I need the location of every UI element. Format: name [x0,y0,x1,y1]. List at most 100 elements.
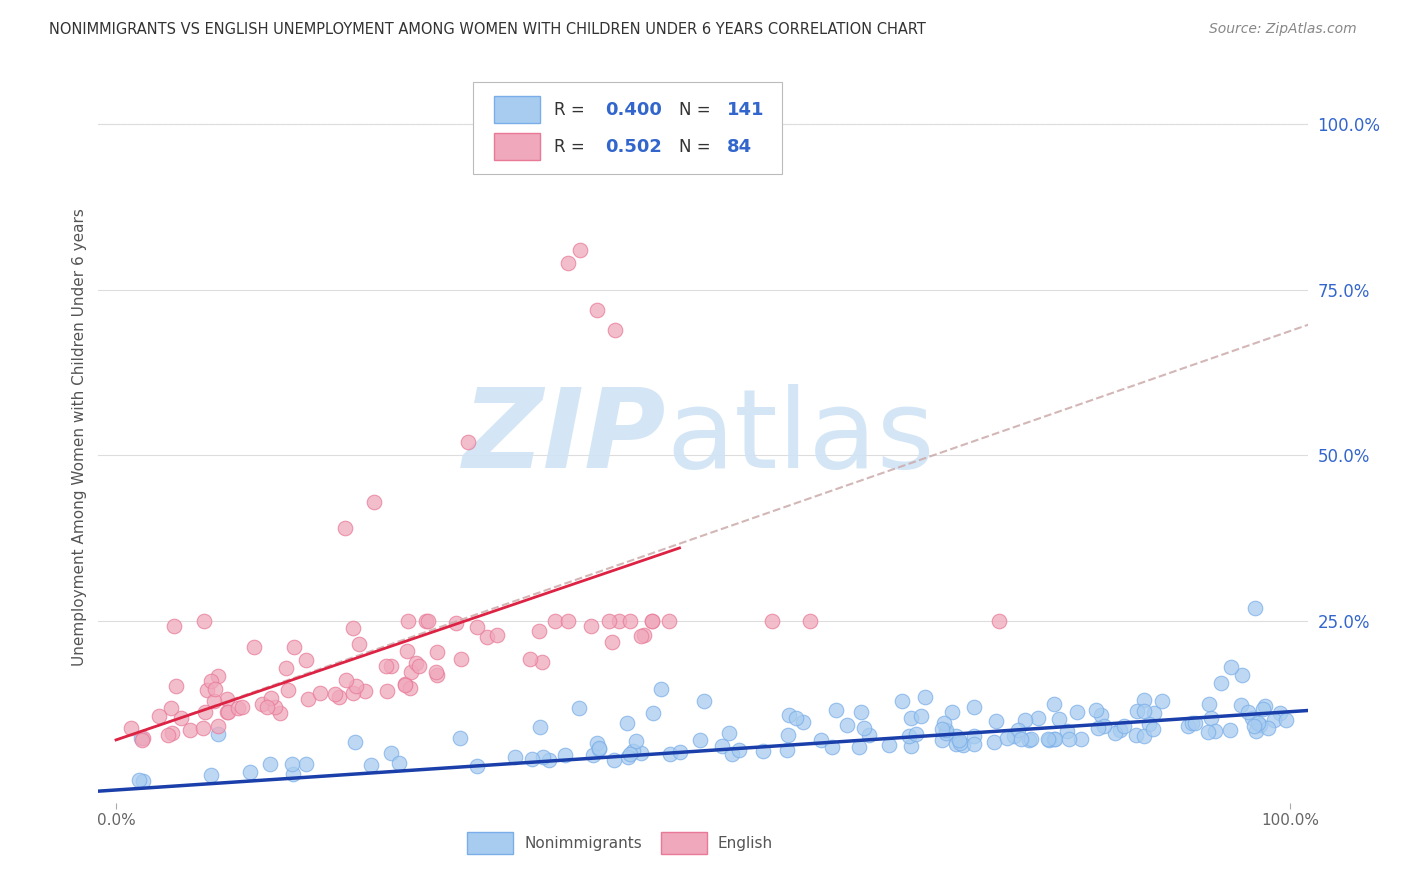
Point [399,681,422,695]
Point [630,746,652,760]
Point [1132,704,1154,718]
Point [160,701,183,715]
Point [264,700,287,714]
Point [1199,711,1222,725]
Point [1251,702,1274,716]
Point [848,740,870,755]
Point [1043,732,1066,747]
Point [1087,721,1109,735]
Point [987,614,1010,628]
Point [718,726,741,740]
Point [256,699,278,714]
Point [1240,711,1263,725]
Point [342,621,364,635]
Point [1236,705,1258,719]
Point [520,752,543,766]
Point [1043,698,1066,712]
Point [202,694,225,708]
Point [721,747,744,762]
Point [852,721,875,735]
Point [557,256,579,270]
Point [931,732,953,747]
Point [1045,731,1067,746]
Point [1132,693,1154,707]
Point [450,652,472,666]
Point [215,706,238,720]
Point [602,753,624,767]
Point [1085,703,1108,717]
Point [283,640,305,655]
Point [1254,699,1277,714]
Point [640,614,662,628]
Point [983,735,1005,749]
Point [626,734,648,748]
Point [360,757,382,772]
Point [1036,731,1059,746]
Point [1002,729,1025,743]
Point [375,658,398,673]
Point [825,703,848,717]
Point [259,757,281,772]
Point [904,727,927,741]
Point [945,737,967,751]
Point [607,614,630,628]
Point [200,768,222,782]
Point [1125,728,1147,742]
Point [242,640,264,654]
Point [1243,719,1265,733]
Point [1263,713,1285,727]
Point [941,705,963,719]
Point [792,715,814,730]
Point [761,614,783,628]
Point [1047,712,1070,726]
Point [600,634,623,648]
Point [399,665,422,679]
Point [333,521,356,535]
Point [1204,723,1226,738]
Point [1268,706,1291,721]
Point [837,718,859,732]
Text: NONIMMIGRANTS VS ENGLISH UNEMPLOYMENT AMONG WOMEN WITH CHILDREN UNDER 6 YEARS CO: NONIMMIGRANTS VS ENGLISH UNEMPLOYMENT AM… [49,22,927,37]
Point [658,614,681,628]
Point [193,614,215,628]
Point [948,733,970,747]
Point [598,614,620,628]
Point [344,679,367,693]
Point [425,665,447,679]
Point [204,682,226,697]
Point [776,743,799,757]
Point [193,705,215,719]
Point [1219,723,1241,737]
Point [217,706,239,720]
Point [910,709,932,723]
Point [616,715,638,730]
Point [1126,704,1149,718]
Point [710,739,733,753]
Point [169,710,191,724]
Point [1108,723,1130,738]
Point [900,711,922,725]
Bar [494,133,540,160]
Point [394,677,416,691]
Point [581,747,603,762]
Point [1274,714,1296,728]
Point [1244,724,1267,739]
Point [890,694,912,708]
Point [1243,600,1265,615]
Point [274,661,297,675]
Point [586,736,609,750]
Point [1143,706,1166,720]
Point [486,628,509,642]
Point [1230,668,1253,682]
Point [879,739,901,753]
Point [728,743,751,757]
Point [641,706,664,721]
Point [200,674,222,689]
Point [658,747,681,761]
Point [132,731,155,745]
Point [689,732,711,747]
Point [195,682,218,697]
Text: R =: R = [554,101,591,119]
Point [131,733,153,747]
Bar [661,832,707,854]
